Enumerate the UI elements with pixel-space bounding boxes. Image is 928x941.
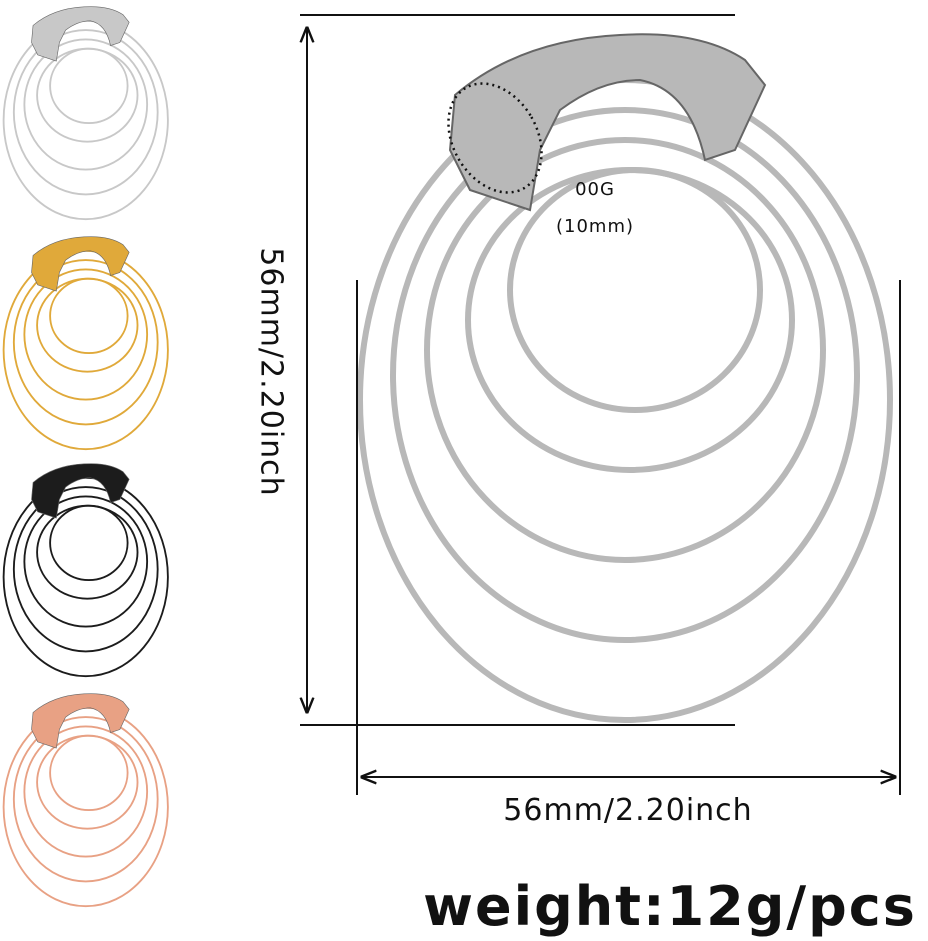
gauge-mm-label: (10mm): [556, 216, 634, 237]
main-hoop: [360, 34, 890, 720]
width-label: 56mm/2.20inch: [503, 793, 752, 828]
color-variants: [2, 5, 169, 908]
gold-variant: [2, 235, 169, 451]
rose-gold-variant: [2, 692, 169, 908]
black-variant: [2, 462, 169, 678]
weight-label: weight:12g/pcs: [423, 875, 917, 938]
dimension-lines: [300, 14, 901, 795]
height-label: 56mm/2.20inch: [254, 247, 289, 496]
silver-variant: [2, 5, 169, 221]
gauge-label: 00G: [575, 179, 615, 200]
